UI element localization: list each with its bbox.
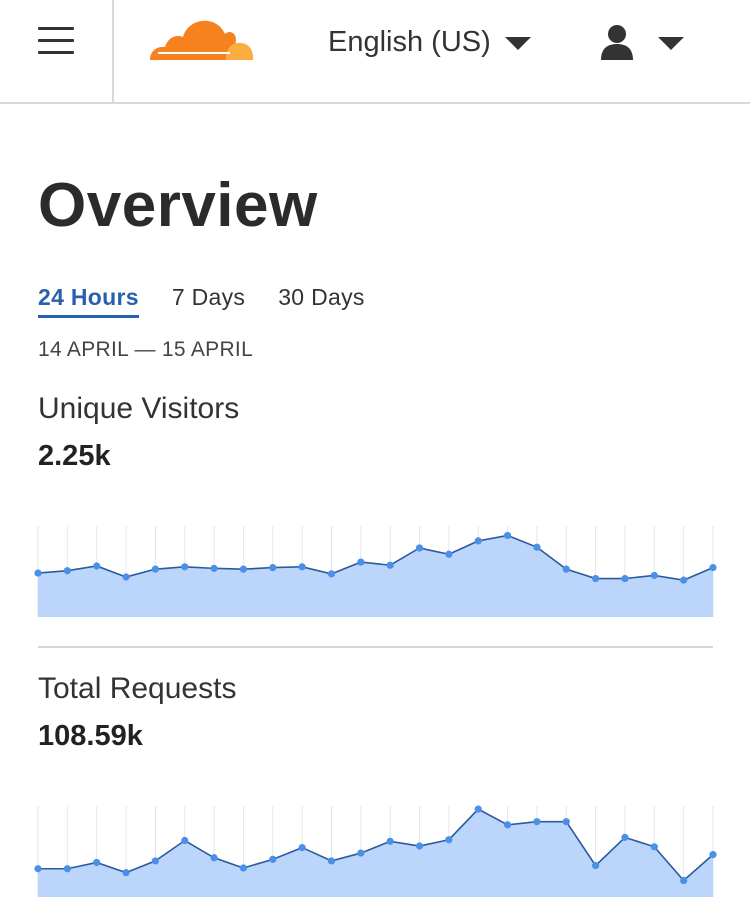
data-point[interactable] bbox=[122, 869, 130, 877]
data-point[interactable] bbox=[445, 836, 453, 844]
data-point[interactable] bbox=[503, 531, 512, 540]
chevron-down-icon bbox=[504, 37, 531, 50]
data-point[interactable] bbox=[269, 563, 277, 572]
date-range: 14 APRIL — 15 APRIL bbox=[38, 338, 254, 361]
data-point[interactable] bbox=[210, 854, 218, 862]
data-point[interactable] bbox=[621, 574, 629, 583]
data-point[interactable] bbox=[592, 574, 600, 583]
hamburger-icon bbox=[38, 27, 74, 30]
tab-30-days[interactable]: 30 Days bbox=[278, 284, 365, 310]
data-point[interactable] bbox=[239, 864, 248, 872]
data-point[interactable] bbox=[533, 818, 541, 826]
data-point[interactable] bbox=[151, 565, 159, 573]
language-selector[interactable]: English (US) bbox=[328, 22, 531, 62]
language-label: English (US) bbox=[328, 25, 491, 58]
total-requests-value: 108.59k bbox=[38, 720, 143, 752]
data-point[interactable] bbox=[562, 818, 570, 826]
menu-button[interactable] bbox=[0, 0, 114, 102]
chevron-down-icon bbox=[658, 37, 684, 50]
data-point[interactable] bbox=[327, 857, 336, 865]
tab-24-hours[interactable]: 24 Hours bbox=[38, 284, 139, 318]
data-point[interactable] bbox=[269, 855, 277, 863]
unique-visitors-chart bbox=[34, 526, 717, 617]
data-point[interactable] bbox=[415, 842, 424, 850]
data-point[interactable] bbox=[445, 550, 453, 558]
data-point[interactable] bbox=[298, 563, 306, 571]
data-point[interactable] bbox=[181, 563, 189, 571]
data-point[interactable] bbox=[239, 565, 248, 573]
data-point[interactable] bbox=[650, 571, 658, 580]
data-point[interactable] bbox=[34, 865, 42, 873]
data-point[interactable] bbox=[592, 862, 600, 870]
section-divider bbox=[38, 646, 713, 648]
user-menu[interactable] bbox=[600, 20, 684, 64]
data-point[interactable] bbox=[298, 843, 306, 852]
data-point[interactable] bbox=[386, 561, 394, 569]
data-point[interactable] bbox=[63, 567, 71, 575]
cloud-logo[interactable] bbox=[146, 10, 256, 65]
data-point[interactable] bbox=[357, 849, 365, 857]
data-point[interactable] bbox=[210, 564, 218, 572]
data-point[interactable] bbox=[122, 573, 130, 581]
series-line bbox=[38, 808, 714, 882]
area-fill bbox=[38, 809, 713, 897]
hamburger-icon-line bbox=[38, 39, 74, 42]
series-line bbox=[37, 534, 714, 581]
user-icon bbox=[601, 25, 633, 60]
data-point[interactable] bbox=[709, 563, 717, 572]
data-point[interactable] bbox=[680, 576, 688, 584]
data-point[interactable] bbox=[533, 543, 541, 551]
total-requests-label: Total Requests bbox=[38, 672, 237, 705]
data-point[interactable] bbox=[151, 857, 159, 865]
data-point[interactable] bbox=[562, 565, 570, 573]
unique-visitors-label: Unique Visitors bbox=[38, 392, 240, 425]
data-point[interactable] bbox=[93, 562, 101, 570]
time-range-tabs: 24 Hours 7 Days 30 Days bbox=[38, 284, 398, 318]
data-point[interactable] bbox=[680, 876, 688, 885]
page-title: Overview bbox=[38, 171, 318, 240]
data-point[interactable] bbox=[650, 843, 658, 851]
data-point[interactable] bbox=[621, 833, 629, 841]
hamburger-icon-line bbox=[38, 51, 74, 54]
data-point[interactable] bbox=[34, 569, 42, 577]
data-point[interactable] bbox=[474, 537, 482, 545]
data-point[interactable] bbox=[386, 837, 394, 845]
data-point[interactable] bbox=[63, 865, 71, 873]
data-point[interactable] bbox=[474, 805, 482, 813]
data-point[interactable] bbox=[357, 558, 365, 566]
total-requests-chart bbox=[34, 805, 717, 897]
top-bar: English (US) bbox=[0, 0, 750, 104]
data-point[interactable] bbox=[327, 570, 336, 578]
tab-7-days[interactable]: 7 Days bbox=[171, 284, 246, 310]
data-point[interactable] bbox=[93, 858, 101, 867]
area-fill bbox=[38, 535, 713, 617]
unique-visitors-value: 2.25k bbox=[38, 440, 111, 472]
data-point[interactable] bbox=[709, 851, 717, 859]
data-point[interactable] bbox=[181, 836, 189, 845]
data-point[interactable] bbox=[503, 821, 512, 829]
data-point[interactable] bbox=[415, 544, 424, 552]
